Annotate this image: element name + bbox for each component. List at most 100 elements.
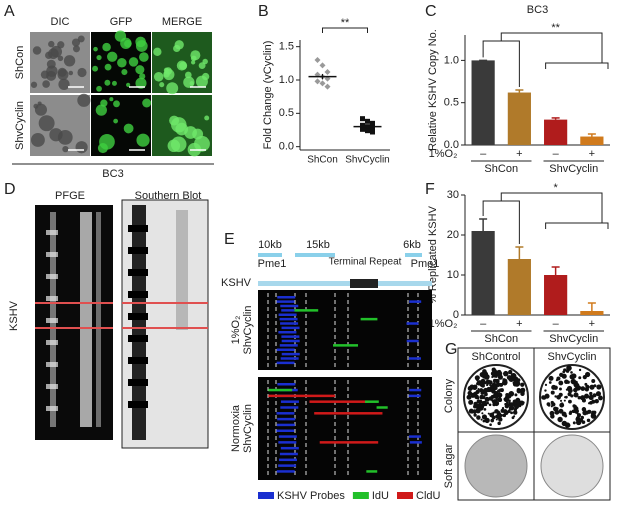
colony (589, 391, 593, 396)
row-label: Soft agar (443, 443, 455, 488)
legend-swatch (352, 492, 369, 499)
colony (548, 381, 552, 384)
colony (573, 392, 579, 398)
bar (544, 119, 568, 145)
colony (508, 391, 515, 397)
colony (492, 378, 497, 383)
cell (57, 69, 69, 81)
cell (123, 123, 134, 134)
bar (507, 92, 531, 145)
colony (592, 393, 597, 398)
data-point (365, 128, 370, 134)
soft-agar-plate (540, 434, 604, 498)
colony (509, 394, 513, 397)
colony (488, 403, 492, 407)
bar (507, 259, 531, 315)
group-label: ShvCyclin (549, 163, 598, 175)
bar (471, 60, 495, 146)
panel-label: F (425, 181, 435, 198)
colony (494, 409, 499, 414)
idu-signal (366, 470, 378, 473)
colony (502, 378, 506, 382)
cell (57, 41, 65, 49)
blot-lane (176, 210, 188, 330)
gel-band (46, 274, 58, 279)
repeat-label: Terminal Repeat (329, 257, 402, 268)
colony (489, 423, 492, 426)
colony (516, 388, 522, 394)
cell (100, 99, 108, 107)
colony (596, 384, 602, 390)
colony (475, 408, 481, 414)
colony (577, 396, 581, 400)
cell (77, 35, 85, 43)
cldu-signal (268, 394, 336, 398)
probe-signal (278, 458, 297, 462)
condition-tick: + (589, 148, 595, 160)
group-label: ShCon (484, 163, 518, 175)
probe-signal (278, 435, 297, 438)
colony (590, 413, 597, 419)
idu-signal (360, 317, 378, 321)
probe-signal (276, 423, 295, 427)
y-tick-label: 1.0 (444, 54, 459, 66)
colony (484, 417, 490, 424)
probe-signal (280, 446, 299, 450)
row-label: ShCon (14, 46, 26, 80)
probe-signal (408, 394, 421, 398)
colony (555, 407, 559, 411)
colony (558, 392, 563, 397)
blot-band (128, 335, 148, 342)
group-label: ShCon (484, 333, 518, 345)
cell (136, 133, 150, 147)
colony (548, 375, 554, 381)
colony (513, 403, 520, 410)
data-point (324, 69, 331, 75)
data-point (314, 57, 321, 63)
colony (512, 382, 518, 387)
colony (505, 392, 510, 397)
gel-band (46, 318, 58, 323)
y-tick-label: 0.0 (279, 141, 294, 153)
cell (58, 78, 70, 90)
significance: ** (341, 17, 350, 29)
colony (583, 393, 590, 399)
column-header: ShvCyclin (548, 351, 597, 363)
significance: * (553, 182, 558, 194)
colony (487, 412, 490, 415)
colony (491, 376, 494, 379)
condition-tick: + (516, 318, 522, 330)
colony (542, 395, 547, 400)
blot-band (128, 379, 148, 386)
segment-bar (295, 253, 335, 257)
probe-signal (277, 383, 296, 386)
colony (477, 388, 480, 391)
colony (476, 415, 481, 420)
bar (580, 136, 604, 145)
colony (586, 418, 591, 423)
colony (567, 388, 573, 394)
lane-title: Southern Blot (135, 190, 202, 202)
probe-signal (276, 470, 295, 473)
cell (77, 67, 87, 78)
colony (503, 370, 509, 377)
blot-band (128, 291, 148, 298)
probe-signal (281, 352, 300, 356)
cell (201, 72, 210, 81)
colony (509, 375, 513, 379)
y-tick-label: 0 (453, 309, 459, 321)
cell (179, 61, 188, 70)
cell (32, 46, 42, 55)
colony (508, 400, 511, 404)
cell (139, 52, 149, 62)
colony (573, 408, 577, 412)
x-tick-label: ShCon (307, 155, 338, 166)
colony (503, 396, 509, 403)
probe-signal (281, 326, 300, 330)
gel-band (46, 252, 58, 257)
data-point (365, 118, 370, 124)
cell (166, 82, 179, 95)
cell (96, 54, 102, 61)
cell (153, 71, 164, 82)
